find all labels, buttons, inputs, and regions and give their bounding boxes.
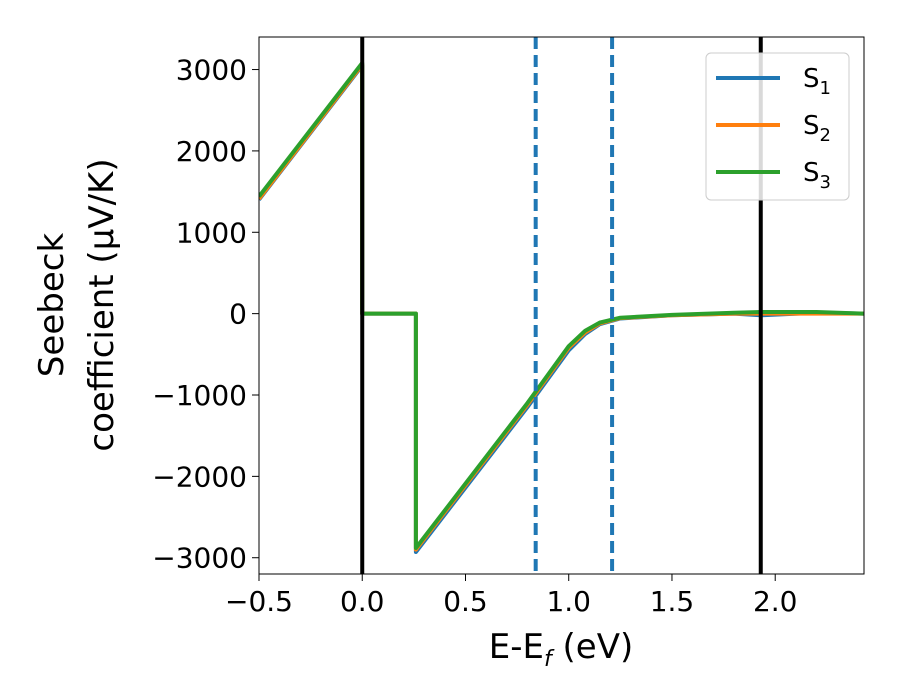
y-tick-label: 1000 [176,216,247,249]
x-tick-label: 0.5 [443,585,488,618]
y-tick-label: −3000 [152,542,247,575]
y-axis: −3000 −2000 −1000 0 1000 2000 3000 [152,54,259,575]
x-tick-label: 2.0 [753,585,798,618]
x-tick-label: 0.0 [340,585,385,618]
y-tick-label: −1000 [152,379,247,412]
y-tick-label: 2000 [176,135,247,168]
x-tick-label: −0.5 [225,585,293,618]
legend: S1 S2 S3 [705,52,850,201]
y-tick-label: 3000 [176,54,247,87]
y-axis-label-line2: coefficient (μV/K) [82,158,122,451]
series-line-3 [259,61,864,550]
x-tick-label: 1.0 [546,585,591,618]
x-axis: −0.5 0.0 0.5 1.0 1.5 2.0 [225,574,797,618]
y-axis-label-line1: Seebeck [32,233,72,378]
legend-label-2: S2 [803,111,831,146]
legend-label-1: S1 [803,64,831,99]
x-axis-label: E-Ef (eV) [489,627,634,672]
legend-label-3: S3 [803,158,831,193]
y-tick-label: −2000 [152,460,247,493]
axes-frame [258,36,865,575]
y-tick-label: 0 [229,298,247,331]
x-tick-label: 1.5 [650,585,695,618]
